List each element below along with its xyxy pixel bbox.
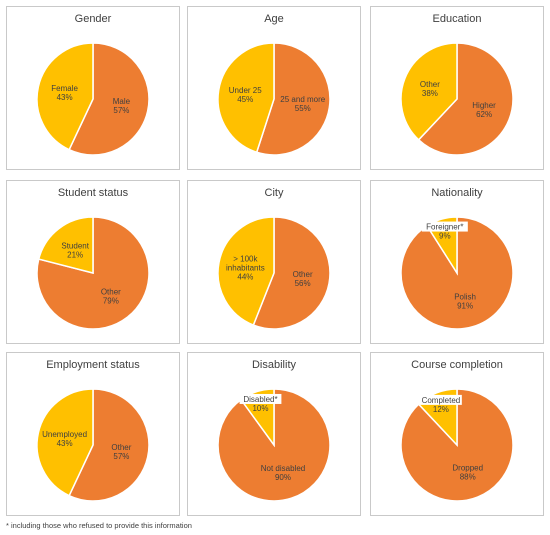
slice-value: 91% <box>457 301 473 310</box>
pie-slice-other <box>400 42 458 141</box>
pie-slice-higher <box>417 42 514 156</box>
slice-label-foreigner: Foreigner*9% <box>421 221 468 241</box>
slice-label-text: Other <box>293 270 313 279</box>
slice-label-text: Other <box>101 288 121 297</box>
slice-label-text: Foreigner* <box>426 223 463 232</box>
slice-label-text: Other <box>420 80 440 89</box>
slice-label-text: Disabled* <box>243 395 277 404</box>
slice-value: 43% <box>57 93 73 102</box>
chart-title: Nationality <box>431 187 483 199</box>
pie-slice-25-and-more <box>255 42 331 156</box>
slice-value: 57% <box>113 106 129 115</box>
pie-slice-unemployed <box>36 388 94 497</box>
chart-title: Education <box>432 13 482 25</box>
pie-slice-male <box>68 42 150 156</box>
slice-label-text: Higher <box>472 101 496 110</box>
slice-label-text: Dropped <box>452 464 483 473</box>
slice-value: 56% <box>295 279 311 288</box>
pie-chart-gender: Gender Male 57% Female 43% <box>6 6 180 170</box>
label-background <box>420 394 462 405</box>
slice-label-text: Unemployed <box>42 430 87 439</box>
slice-value: 12% <box>433 405 449 414</box>
slice-value: 43% <box>57 439 73 448</box>
slice-value: 62% <box>476 110 492 119</box>
slice-value: 10% <box>252 404 268 413</box>
slice-label-disabled: Disabled*10% <box>239 393 282 413</box>
slice-label-text: > 100k <box>233 255 258 264</box>
slice-label-text: Not disabled <box>261 464 305 473</box>
slice-value: 88% <box>460 473 476 482</box>
chart-title: City <box>264 187 284 199</box>
slice-label-text: Under 25 <box>229 86 262 95</box>
slice-label-text: Polish <box>454 292 476 301</box>
pie-chart-nationality: Nationality Polish 91% Foreigner* 9% <box>370 180 544 344</box>
chart-title: Course completion <box>411 359 503 371</box>
pie-chart-disability: Disability Not disabled 90% Disabled* 10% <box>187 352 361 516</box>
chart-title: Student status <box>57 187 129 199</box>
pie-slice-other <box>68 388 150 502</box>
pie-slice-polish <box>400 216 514 330</box>
chart-title: Age <box>264 13 284 25</box>
slice-label-text: inhabitants <box>226 264 265 273</box>
pie-chart-employment-status: Employment status Other 57% Unemployed 43% <box>6 352 180 516</box>
pie-slice-female <box>36 42 94 151</box>
slice-label-text: Other <box>111 443 131 452</box>
pie-chart-course-completion: Course completion Dropped 88% Completed 12% <box>370 352 544 516</box>
pie-slice-student <box>37 216 94 274</box>
slice-value: 90% <box>275 473 291 482</box>
slice-label-text: Completed <box>422 396 461 405</box>
slice-label-text: 25 and more <box>280 95 325 104</box>
slice-value: 9% <box>439 232 451 241</box>
slice-value: 55% <box>295 104 311 113</box>
slice-label-text: Female <box>51 84 78 93</box>
slice-label-text: Student <box>61 241 89 250</box>
footnote: * including those who refused to provide… <box>6 521 192 530</box>
slice-value: 38% <box>422 89 438 98</box>
slice-value: 79% <box>103 297 119 306</box>
chart-title: Employment status <box>46 359 140 371</box>
pie-chart-student-status: Student status Other 79% Student 21% <box>6 180 180 344</box>
pie-chart-age: Age 25 and more 55% Under 25 45% <box>187 6 361 170</box>
slice-value: 45% <box>237 95 253 104</box>
label-background <box>421 221 468 232</box>
chart-title: Gender <box>74 13 112 25</box>
pie-chart-city: City Other 56% > 100k inhabitants 44% <box>187 180 361 344</box>
slice-label-text: Male <box>113 97 131 106</box>
pie-slice-under-25 <box>217 42 275 154</box>
pie-slice-100k-inhabitants <box>217 216 275 327</box>
pie-slice-other <box>252 216 331 330</box>
slice-value: 57% <box>113 452 129 461</box>
pie-chart-education: Education Higher 62% Other 38% <box>370 6 544 170</box>
label-background <box>239 393 282 404</box>
slice-value: 21% <box>67 250 83 259</box>
chart-title: Disability <box>251 359 296 371</box>
slice-value: 44% <box>237 273 253 282</box>
